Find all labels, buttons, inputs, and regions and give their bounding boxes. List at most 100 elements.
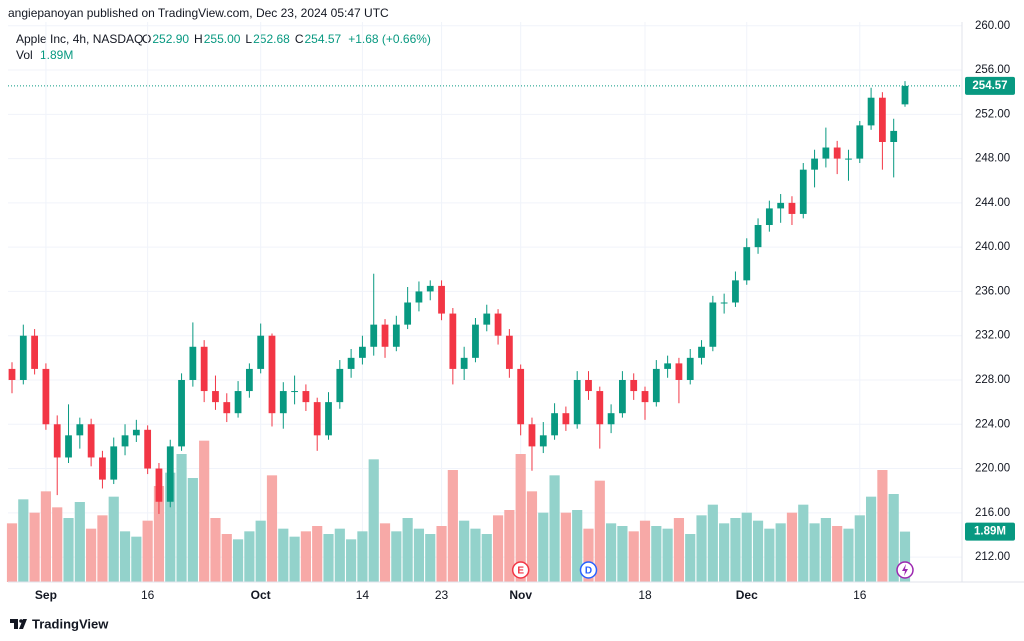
volume-bar xyxy=(583,528,594,582)
volume-bar xyxy=(402,518,413,582)
volume-bar xyxy=(888,494,899,582)
volume-bar xyxy=(221,534,232,582)
candle-body xyxy=(698,346,705,358)
volume-bar xyxy=(153,486,165,582)
volume-bar xyxy=(323,534,334,582)
x-tick-label: 23 xyxy=(435,588,449,602)
candle-body xyxy=(370,324,378,347)
volume-bar xyxy=(730,518,741,582)
candle-body xyxy=(121,435,129,447)
candle-body xyxy=(65,435,72,458)
volume-bar xyxy=(312,526,323,582)
volume-bar xyxy=(18,499,29,582)
candle-body xyxy=(720,302,728,304)
candle-body xyxy=(347,357,355,369)
candle-body xyxy=(449,313,457,369)
volume-bar xyxy=(232,539,244,582)
volume-bar xyxy=(606,523,617,582)
volume-bar xyxy=(639,520,651,582)
price-label-box xyxy=(965,76,1015,95)
candle-body xyxy=(200,346,208,392)
volume-bar xyxy=(843,528,854,582)
volume-bar xyxy=(425,534,436,582)
volume-bar xyxy=(764,528,775,582)
volume-bar xyxy=(775,523,786,582)
volume-bar xyxy=(413,528,425,582)
candle-body xyxy=(313,402,321,436)
event-label: D xyxy=(585,566,592,577)
volume-bar xyxy=(165,472,176,582)
candle-body xyxy=(743,247,751,281)
volume-bar xyxy=(877,470,888,582)
volume-bar xyxy=(651,526,662,582)
legend-change: +1.68 (+0.66%) xyxy=(348,32,431,46)
legend-value: 255.00 xyxy=(204,32,241,46)
candle-body xyxy=(675,363,683,380)
price-label: 254.57 xyxy=(972,80,1007,92)
volume-bar xyxy=(832,526,843,582)
volume-bar xyxy=(820,518,831,582)
candle-body xyxy=(901,85,909,105)
volume-bar xyxy=(594,480,605,582)
volume-bar xyxy=(86,528,97,582)
volume-bar xyxy=(685,534,696,582)
volume-bar xyxy=(278,528,289,582)
volume-bar xyxy=(379,523,391,582)
legend-value: 252.68 xyxy=(253,32,290,46)
x-tick-label: Oct xyxy=(251,588,271,602)
legend-symbol: Apple Inc, 4h, NASDAQ xyxy=(16,32,143,46)
volume-bar xyxy=(617,526,628,582)
event-label: E xyxy=(517,566,524,577)
volume-bar xyxy=(187,478,198,582)
x-tick-label: Nov xyxy=(509,588,532,602)
candle-body xyxy=(551,413,558,436)
legend-key: H xyxy=(194,32,203,46)
volume-bar xyxy=(40,491,51,582)
x-tick-label: 18 xyxy=(638,588,652,602)
volume-bar xyxy=(6,523,18,582)
volume-bar xyxy=(662,528,673,582)
volume-bar xyxy=(74,502,85,582)
volume-bar xyxy=(470,528,481,582)
news-icon xyxy=(902,564,908,576)
volume-bar xyxy=(436,526,447,582)
candle-body xyxy=(799,169,807,214)
candle-body xyxy=(472,324,479,358)
candle-body xyxy=(777,202,785,209)
volume-bar xyxy=(707,504,718,582)
volume-bar xyxy=(334,528,345,582)
candle-body xyxy=(426,285,434,292)
legend-volume-value: 1.89M xyxy=(40,48,73,62)
volume-bar xyxy=(538,512,549,582)
candle-body xyxy=(223,402,231,414)
candle-body xyxy=(291,391,298,393)
candle-body xyxy=(8,368,16,380)
volume-bar xyxy=(142,520,153,582)
volume-bar xyxy=(52,507,63,582)
candle-body xyxy=(867,97,875,126)
y-tick-label: 260.00 xyxy=(975,20,1010,32)
volume-bar xyxy=(176,454,187,582)
candle-body xyxy=(166,446,174,502)
volume-bar xyxy=(63,518,74,582)
y-tick-label: 244.00 xyxy=(975,197,1010,209)
y-tick-label: 228.00 xyxy=(975,374,1010,386)
volume-bar xyxy=(131,536,142,582)
candle-body xyxy=(765,208,773,226)
legend-key: O xyxy=(142,32,151,46)
brand-logo xyxy=(10,619,27,629)
y-tick-label: 224.00 xyxy=(975,418,1010,430)
volume-bar xyxy=(447,470,458,582)
candle-body xyxy=(415,291,423,303)
volume-bar xyxy=(504,510,515,582)
candle-body xyxy=(539,435,547,447)
candle-body xyxy=(754,225,762,248)
candle-body xyxy=(732,280,739,303)
y-tick-label: 220.00 xyxy=(975,463,1010,475)
candle-body xyxy=(42,368,50,425)
volume-bar xyxy=(854,515,865,582)
candle-body xyxy=(483,313,491,325)
x-tick-label: Sep xyxy=(35,588,57,602)
